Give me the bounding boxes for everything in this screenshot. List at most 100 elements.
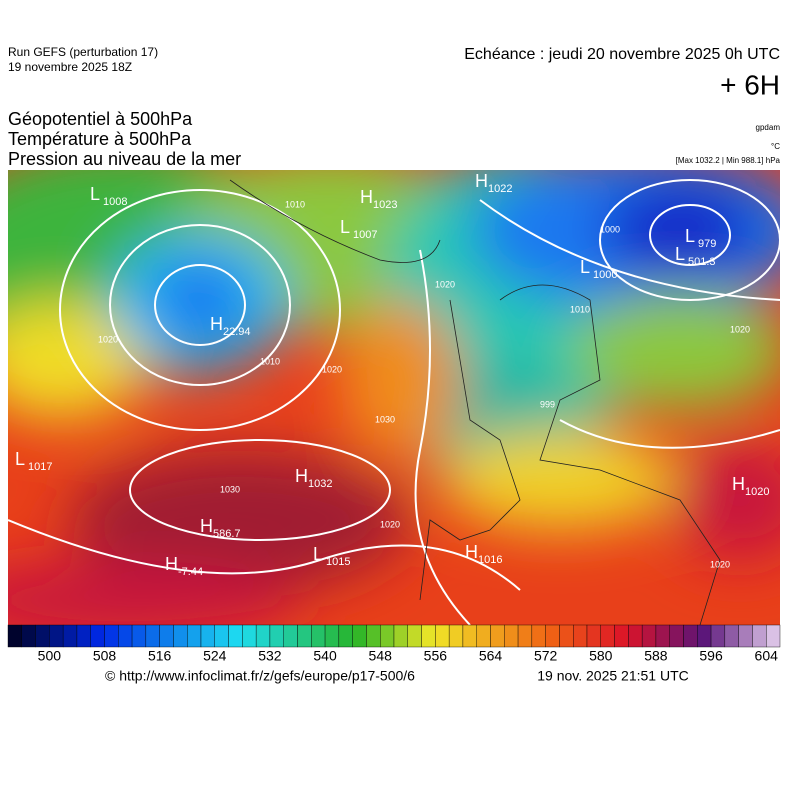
center-letter: L: [675, 244, 685, 264]
center-letter: L: [580, 257, 590, 277]
unit-label: [Max 1032.2 | Min 988.1] hPa: [676, 156, 781, 165]
colorbar-swatch: [545, 624, 560, 648]
center-value: 22.94: [223, 326, 251, 338]
colorbar-tick-label: 516: [148, 648, 172, 664]
colorbar-swatch: [752, 624, 767, 648]
center-letter: H: [295, 466, 308, 486]
colorbar-swatch: [380, 624, 395, 648]
center-value: 1023: [373, 199, 397, 211]
colorbar-swatch: [7, 624, 22, 648]
colorbar-swatch: [200, 624, 215, 648]
contour-label: 1020: [710, 559, 730, 569]
colorbar-tick-label: 564: [479, 648, 503, 664]
colorbar-swatch: [559, 624, 574, 648]
center-letter: L: [90, 184, 100, 204]
colorbar-tick-label: 596: [699, 648, 723, 664]
colorbar-tick-label: 572: [534, 648, 558, 664]
colorbar-tick-label: 500: [38, 648, 62, 664]
colorbar-swatch: [173, 624, 188, 648]
colorbar-swatch: [311, 624, 326, 648]
colorbar-swatch: [104, 624, 119, 648]
contour-label: 1020: [435, 279, 455, 289]
colorbar-swatch: [517, 624, 533, 648]
colorbar-swatch: [407, 624, 422, 648]
colorbar-tick-label: 508: [93, 648, 117, 664]
center-value: -7.44: [178, 566, 203, 578]
center-value: 1022: [488, 183, 512, 195]
contour-label: 1010: [260, 356, 280, 366]
colorbar-swatch: [435, 624, 450, 648]
colorbar-swatch: [338, 624, 353, 648]
colorbar-swatch: [697, 624, 712, 648]
colorbar-swatch: [393, 624, 408, 648]
colorbar-swatch: [448, 624, 464, 648]
colorbar-swatch: [214, 624, 229, 648]
colorbar-swatch: [600, 624, 615, 648]
colorbar-swatch: [283, 624, 298, 648]
colorbar-swatch: [628, 624, 643, 648]
colorbar-swatch: [159, 624, 174, 648]
center-value: 1007: [353, 229, 377, 241]
colorbar-swatch: [738, 624, 753, 648]
colorbar-swatch: [76, 624, 91, 648]
center-value: 1016: [478, 554, 502, 566]
contour-label: 1030: [375, 414, 395, 424]
colorbar-swatch: [62, 624, 78, 648]
run-label: Run GEFS (perturbation 17): [8, 45, 158, 59]
colorbar-swatch: [462, 624, 477, 648]
colorbar-tick-label: 580: [589, 648, 613, 664]
colorbar: 500 508 516 524 532 540 548 556 564 572 580 588 596 6…: [7, 624, 781, 664]
colorbar-swatch: [614, 624, 629, 648]
contour-label: 1020: [380, 519, 400, 529]
field-label: Température à 500hPa: [8, 129, 192, 149]
contour-label: 1010: [285, 199, 305, 209]
center-letter: H: [165, 554, 178, 574]
colorbar-swatch: [724, 624, 739, 648]
colorbar-swatch: [269, 624, 284, 648]
center-value: 1020: [745, 486, 769, 498]
colorbar-swatch: [421, 624, 436, 648]
colorbar-tick-label: 556: [424, 648, 448, 664]
center-letter: L: [15, 449, 25, 469]
center-letter: L: [313, 544, 323, 564]
center-value: 1032: [308, 478, 332, 490]
colorbar-tick-label: 540: [313, 648, 337, 664]
contour-label: 1010: [570, 304, 590, 314]
source-link[interactable]: © http://www.infoclimat.fr/z/gefs/europe…: [105, 668, 415, 684]
unit-label: gpdam: [756, 123, 781, 132]
colorbar-swatch: [21, 624, 36, 648]
colorbar-swatch: [655, 624, 670, 648]
colorbar-swatch: [324, 624, 340, 648]
valid-time: Echéance : jeudi 20 novembre 2025 0h UTC: [464, 46, 780, 63]
center-letter: H: [475, 171, 488, 191]
colorbar-swatch: [586, 624, 601, 648]
center-letter: H: [732, 474, 745, 494]
colorbar-swatch: [118, 624, 133, 648]
colorbar-swatch: [476, 624, 491, 648]
center-letter: H: [465, 542, 478, 562]
colorbar-tick-label: 548: [369, 648, 393, 664]
field-label: Géopotentiel à 500hPa: [8, 109, 193, 129]
colorbar-swatch: [35, 624, 50, 648]
generated-time: 19 nov. 2025 21:51 UTC: [537, 668, 689, 684]
colorbar-swatch: [490, 624, 505, 648]
field-label: Pression au niveau de la mer: [8, 149, 241, 169]
colorbar-swatch: [49, 624, 64, 648]
contour-label: 1000: [600, 224, 620, 234]
run-date: 19 novembre 2025 18Z: [8, 60, 132, 74]
colorbar-swatch: [641, 624, 657, 648]
center-value: 586.7: [213, 528, 241, 540]
center-letter: L: [340, 217, 350, 237]
colorbar-swatch: [90, 624, 105, 648]
center-value: 1017: [28, 461, 52, 473]
colorbar-swatch: [131, 624, 147, 648]
colorbar-tick-label: 588: [644, 648, 668, 664]
contour-label: 1030: [220, 484, 240, 494]
colorbar-tick-label: 604: [755, 648, 779, 664]
contour-label: 1020: [322, 364, 342, 374]
colorbar-swatch: [242, 624, 257, 648]
center-value: 1008: [103, 196, 127, 208]
colorbar-tick-label: 532: [258, 648, 282, 664]
contour-label: 999: [540, 399, 555, 409]
